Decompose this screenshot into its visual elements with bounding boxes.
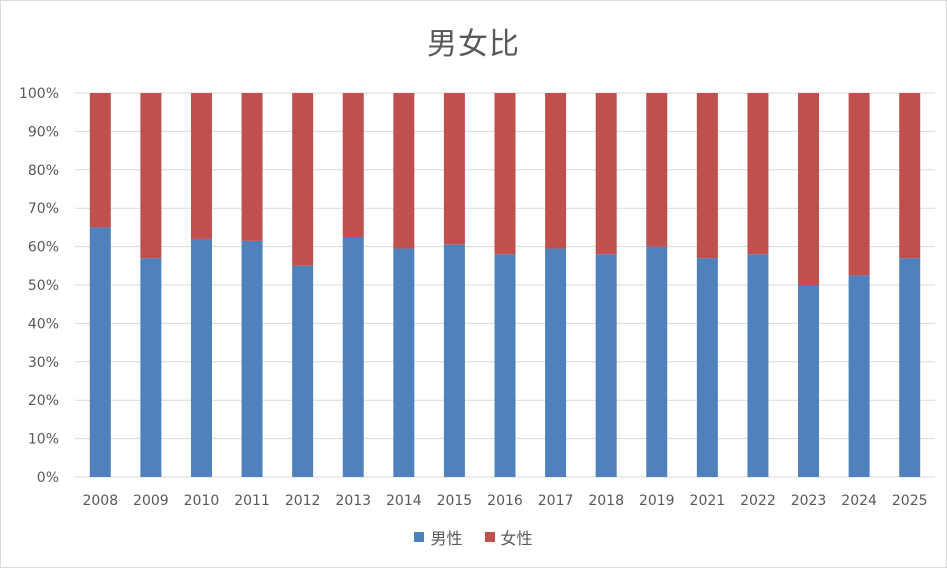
y-tick-label: 10% — [28, 432, 59, 448]
bar-male — [292, 265, 314, 477]
bar-male — [494, 254, 516, 477]
bar-male — [848, 275, 870, 477]
bar-female — [747, 93, 769, 255]
x-tick-label: 2011 — [234, 493, 270, 509]
x-tick-label: 2015 — [437, 493, 473, 509]
bar-male — [798, 285, 820, 477]
x-tick-label: 2009 — [133, 493, 169, 509]
y-tick-label: 60% — [28, 240, 59, 256]
bar-male — [140, 258, 162, 477]
bar-male — [342, 237, 364, 477]
legend-swatch-male — [414, 532, 425, 542]
bar-female — [443, 93, 465, 245]
bar-male — [190, 238, 212, 477]
legend-item-male: 男性 — [414, 525, 463, 549]
x-tick-label: 2012 — [285, 493, 321, 509]
x-tick-label: 2023 — [791, 493, 827, 509]
y-tick-label: 100% — [19, 86, 59, 102]
bar-female — [190, 93, 212, 239]
bar-male — [747, 254, 769, 477]
bar-female — [393, 93, 415, 249]
x-tick-label: 2019 — [639, 493, 675, 509]
legend: 男性 女性 — [1, 525, 946, 549]
bar-female — [899, 93, 921, 259]
x-tick-label: 2008 — [82, 493, 118, 509]
x-tick-label: 2013 — [335, 493, 371, 509]
x-tick-label: 2018 — [588, 493, 624, 509]
bar-female — [646, 93, 668, 247]
y-tick-label: 50% — [28, 278, 59, 294]
y-tick-label: 70% — [28, 201, 59, 217]
x-tick-label: 2017 — [538, 493, 574, 509]
bar-female — [848, 93, 870, 276]
bar-female — [545, 93, 567, 249]
bar-female — [241, 93, 263, 241]
bar-male — [241, 240, 263, 477]
bar-female — [494, 93, 516, 255]
bar-female — [292, 93, 314, 266]
bar-male — [393, 248, 415, 477]
bar-female — [89, 93, 111, 228]
x-tick-label: 2014 — [386, 493, 422, 509]
chart-title: 男女比 — [427, 27, 520, 62]
x-tick-label: 2022 — [740, 493, 776, 509]
legend-swatch-female — [484, 532, 495, 542]
legend-label-male: 男性 — [430, 529, 463, 548]
y-tick-label: 90% — [28, 124, 59, 140]
bar-female — [140, 93, 162, 259]
bar-male — [545, 248, 567, 477]
bar-male — [899, 258, 921, 477]
bar-female — [798, 93, 820, 285]
x-tick-label: 2021 — [690, 493, 726, 509]
y-tick-label: 40% — [28, 316, 59, 332]
legend-item-female: 女性 — [484, 525, 533, 549]
bar-female — [342, 93, 364, 237]
x-tick-label: 2010 — [184, 493, 220, 509]
bar-male — [646, 246, 668, 477]
bar-male — [696, 258, 718, 477]
y-tick-label: 0% — [37, 470, 59, 486]
bar-female — [595, 93, 617, 255]
x-tick-label: 2016 — [487, 493, 523, 509]
y-tick-label: 30% — [28, 355, 59, 371]
y-tick-label: 20% — [28, 393, 59, 409]
bar-male — [443, 244, 465, 477]
x-tick-label: 2025 — [892, 493, 928, 509]
legend-label-female: 女性 — [500, 529, 533, 548]
x-tick-label: 2024 — [841, 493, 877, 509]
bar-male — [595, 254, 617, 477]
bar-female — [696, 93, 718, 259]
bar-male — [89, 227, 111, 477]
y-tick-label: 80% — [28, 163, 59, 179]
